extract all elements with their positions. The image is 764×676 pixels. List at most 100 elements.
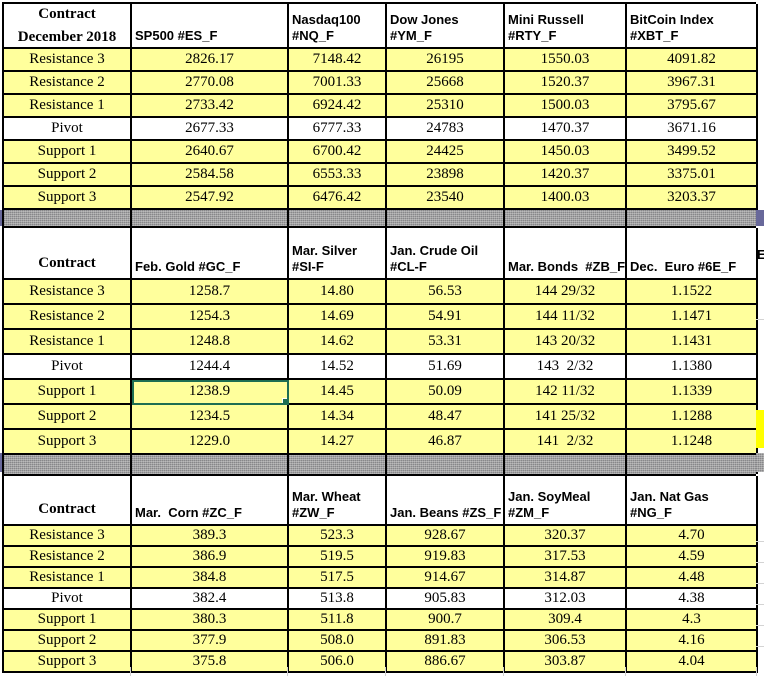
divider-cell[interactable] (132, 210, 289, 226)
column-header[interactable]: SP500 #ES_F (132, 4, 289, 49)
row-label-resistance-2[interactable]: Resistance 2 (4, 547, 132, 568)
value-cell[interactable]: 3203.37 (627, 187, 758, 210)
value-cell[interactable]: 886.67 (387, 652, 505, 673)
column-header[interactable]: Mar. Silver #SI-F (289, 228, 387, 280)
value-cell[interactable]: 312.03 (505, 589, 627, 610)
column-header[interactable]: Jan. SoyMeal #ZM_F (505, 476, 627, 526)
value-cell[interactable]: 1.1339 (627, 380, 758, 405)
value-cell[interactable]: 2640.67 (132, 141, 289, 164)
divider-cell[interactable] (627, 455, 758, 474)
value-cell[interactable]: 6924.42 (289, 95, 387, 118)
row-label-resistance-3[interactable]: Resistance 3 (4, 49, 132, 72)
value-cell[interactable]: 4.16 (627, 631, 758, 652)
value-cell[interactable]: 4.38 (627, 589, 758, 610)
value-cell[interactable]: 4.70 (627, 526, 758, 547)
value-cell[interactable]: 4.48 (627, 568, 758, 589)
value-cell[interactable]: 517.5 (289, 568, 387, 589)
value-cell[interactable]: 905.83 (387, 589, 505, 610)
value-cell[interactable]: 1420.37 (505, 164, 627, 187)
value-cell[interactable]: 1.1380 (627, 355, 758, 380)
row-label-support-3[interactable]: Support 3 (4, 187, 132, 210)
column-header[interactable]: Dow Jones #YM_F (387, 4, 505, 49)
row-label-support-2[interactable]: Support 2 (4, 631, 132, 652)
value-cell[interactable]: 1550.03 (505, 49, 627, 72)
value-cell[interactable]: 6553.33 (289, 164, 387, 187)
row-label-resistance-1[interactable]: Resistance 1 (4, 330, 132, 355)
divider-cell[interactable] (627, 210, 758, 226)
value-cell[interactable]: 891.83 (387, 631, 505, 652)
value-cell[interactable]: 919.83 (387, 547, 505, 568)
row-label-pivot[interactable]: Pivot (4, 118, 132, 141)
value-cell[interactable]: 4.3 (627, 610, 758, 631)
value-cell[interactable]: 317.53 (505, 547, 627, 568)
value-cell[interactable]: 389.3 (132, 526, 289, 547)
value-cell[interactable]: 3671.16 (627, 118, 758, 141)
value-cell[interactable]: 1520.37 (505, 72, 627, 95)
value-cell[interactable]: 519.5 (289, 547, 387, 568)
row-label-resistance-3[interactable]: Resistance 3 (4, 280, 132, 305)
value-cell[interactable]: 53.31 (387, 330, 505, 355)
value-cell[interactable]: 3375.01 (627, 164, 758, 187)
selected-cell[interactable]: 1238.9 (132, 380, 289, 405)
divider-cell[interactable] (387, 455, 505, 474)
value-cell[interactable]: 46.87 (387, 430, 505, 455)
row-label-support-1[interactable]: Support 1 (4, 380, 132, 405)
value-cell[interactable]: 25310 (387, 95, 505, 118)
table-title-cell[interactable]: Contract December 2018 (4, 4, 132, 49)
value-cell[interactable]: 928.67 (387, 526, 505, 547)
value-cell[interactable]: 143 20/32 (505, 330, 627, 355)
value-cell[interactable]: 1229.0 (132, 430, 289, 455)
divider-cell[interactable] (289, 455, 387, 474)
value-cell[interactable]: 386.9 (132, 547, 289, 568)
value-cell[interactable]: 314.87 (505, 568, 627, 589)
value-cell[interactable]: 309.4 (505, 610, 627, 631)
value-cell[interactable]: 142 11/32 (505, 380, 627, 405)
column-header[interactable]: BitCoin Index #XBT_F (627, 4, 758, 49)
divider-cell[interactable] (387, 210, 505, 226)
value-cell[interactable]: 2826.17 (132, 49, 289, 72)
value-cell[interactable]: 1254.3 (132, 305, 289, 330)
column-header[interactable]: Mar. Wheat #ZW_F (289, 476, 387, 526)
value-cell[interactable]: 51.69 (387, 355, 505, 380)
row-label-pivot[interactable]: Pivot (4, 355, 132, 380)
value-cell[interactable]: 384.8 (132, 568, 289, 589)
value-cell[interactable]: 513.8 (289, 589, 387, 610)
value-cell[interactable]: 1248.8 (132, 330, 289, 355)
row-label-support-1[interactable]: Support 1 (4, 610, 132, 631)
value-cell[interactable]: 1.1522 (627, 280, 758, 305)
value-cell[interactable]: 7001.33 (289, 72, 387, 95)
column-header[interactable]: Jan. Crude Oil #CL-F (387, 228, 505, 280)
column-header[interactable]: Mini Russell #RTY_F (505, 4, 627, 49)
value-cell[interactable]: 48.47 (387, 405, 505, 430)
contract-header-cell[interactable]: Contract (4, 228, 132, 280)
value-cell[interactable]: 144 29/32 (505, 280, 627, 305)
value-cell[interactable]: 3967.31 (627, 72, 758, 95)
column-header[interactable]: Feb. Gold #GC_F (132, 228, 289, 280)
value-cell[interactable]: 375.8 (132, 652, 289, 673)
value-cell[interactable]: 3795.67 (627, 95, 758, 118)
value-cell[interactable]: 1.1431 (627, 330, 758, 355)
value-cell[interactable]: 23898 (387, 164, 505, 187)
value-cell[interactable]: 141 25/32 (505, 405, 627, 430)
column-header[interactable]: Nasdaq100 #NQ_F (289, 4, 387, 49)
row-label-support-1[interactable]: Support 1 (4, 141, 132, 164)
row-label-support-2[interactable]: Support 2 (4, 405, 132, 430)
value-cell[interactable]: 508.0 (289, 631, 387, 652)
value-cell[interactable]: 2770.08 (132, 72, 289, 95)
value-cell[interactable]: 6777.33 (289, 118, 387, 141)
value-cell[interactable]: 382.4 (132, 589, 289, 610)
value-cell[interactable]: 4091.82 (627, 49, 758, 72)
value-cell[interactable]: 1500.03 (505, 95, 627, 118)
row-label-pivot[interactable]: Pivot (4, 589, 132, 610)
column-header[interactable]: Mar. Corn #ZC_F (132, 476, 289, 526)
divider-cell[interactable] (4, 210, 132, 226)
value-cell[interactable]: 1258.7 (132, 280, 289, 305)
value-cell[interactable]: 1400.03 (505, 187, 627, 210)
value-cell[interactable]: 23540 (387, 187, 505, 210)
value-cell[interactable]: 14.69 (289, 305, 387, 330)
value-cell[interactable]: 1450.03 (505, 141, 627, 164)
value-cell[interactable]: 2733.42 (132, 95, 289, 118)
divider-cell[interactable] (132, 455, 289, 474)
value-cell[interactable]: 141 2/32 (505, 430, 627, 455)
row-label-resistance-1[interactable]: Resistance 1 (4, 95, 132, 118)
